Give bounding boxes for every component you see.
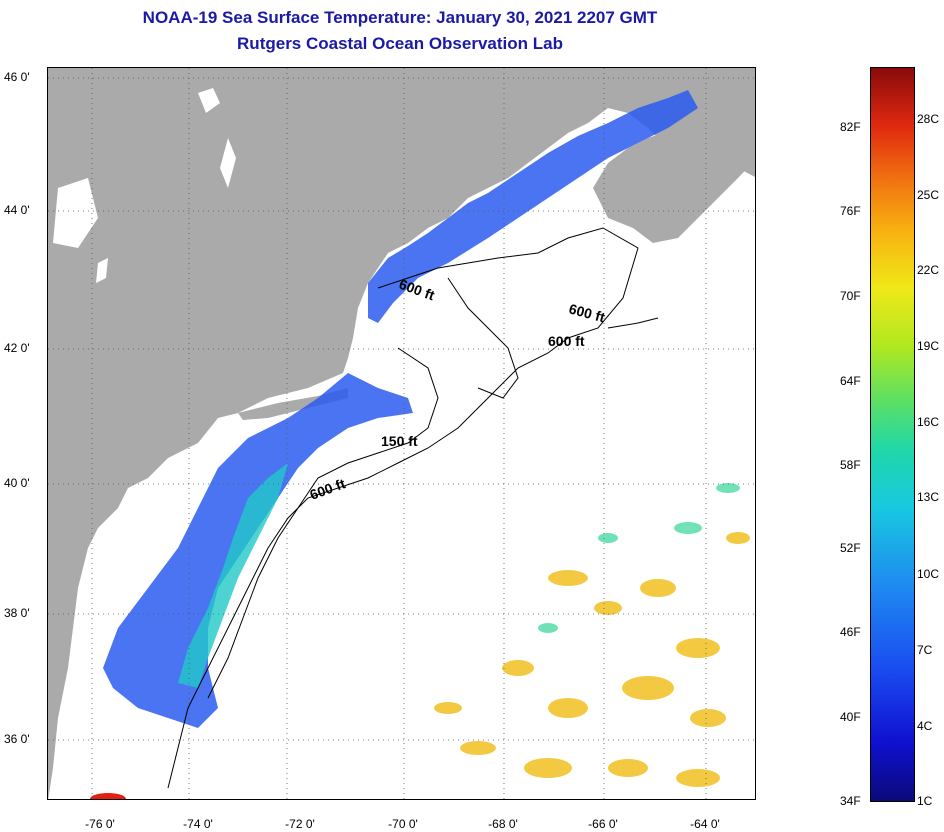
graticule <box>48 68 755 799</box>
colorbar-c-10: 10C <box>917 567 940 581</box>
shelf-water-cold-south <box>103 373 413 728</box>
colorbar-f-76: 76F <box>840 204 861 218</box>
lat-label-46: 46 0' <box>4 70 30 84</box>
colorbar-f-40: 40F <box>840 710 861 724</box>
colorbar-f-82: 82F <box>840 120 861 134</box>
sst-map: 600 ft 600 ft 600 ft 150 ft 600 ft <box>47 67 756 800</box>
colorbar-f-58: 58F <box>840 458 861 472</box>
lon-label-76: -76 0' <box>85 817 115 831</box>
lat-label-44: 44 0' <box>4 203 30 217</box>
colorbar-c-1: 1C <box>917 794 933 808</box>
lon-label-70: -70 0' <box>388 817 418 831</box>
map-title: NOAA-19 Sea Surface Temperature: January… <box>142 8 658 27</box>
colorbar-f-52: 52F <box>840 541 861 555</box>
colorbar-c-16: 16C <box>917 415 940 429</box>
contour-label-600ft-c: 600 ft <box>548 333 585 349</box>
offshore-cool-patches <box>538 483 740 633</box>
nova-scotia <box>593 103 755 243</box>
temperature-colorbar <box>870 67 915 802</box>
colorbar-f-34: 34F <box>840 794 861 808</box>
lon-label-74: -74 0' <box>183 817 213 831</box>
colorbar-f-46: 46F <box>840 625 861 639</box>
map-subtitle: Rutgers Coastal Ocean Observation Lab <box>237 34 563 53</box>
lakes <box>53 88 236 283</box>
contour-label-600ft-d: 600 ft <box>308 475 348 503</box>
colorbar-c-19: 19C <box>917 339 940 353</box>
lon-label-64: -64 0' <box>690 817 720 831</box>
gulf-stream-warm <box>90 793 126 799</box>
lon-label-66: -66 0' <box>588 817 618 831</box>
colorbar-c-28: 28C <box>917 112 940 126</box>
colorbar-f-70: 70F <box>840 289 861 303</box>
colorbar-c-22: 22C <box>917 263 940 277</box>
contour-label-150ft: 150 ft <box>381 433 418 449</box>
colorbar-f-64: 64F <box>840 374 861 388</box>
shelf-water-mid <box>178 463 288 688</box>
contour-label-600ft-a: 600 ft <box>397 276 437 304</box>
lon-label-72: -72 0' <box>285 817 315 831</box>
colorbar-c-4: 4C <box>917 719 933 733</box>
lat-label-42: 42 0' <box>4 341 30 355</box>
bathymetry-contours <box>167 227 659 789</box>
colorbar-c-25: 25C <box>917 188 940 202</box>
shelf-water-cold <box>368 90 698 323</box>
colorbar-c-7: 7C <box>917 643 933 657</box>
offshore-warm-patches <box>434 532 750 787</box>
land-mass <box>48 68 755 799</box>
lon-label-68: -68 0' <box>488 817 518 831</box>
contour-label-600ft-b: 600 ft <box>567 300 607 325</box>
lat-label-40: 40 0' <box>4 476 30 490</box>
colorbar-c-13: 13C <box>917 490 940 504</box>
lat-label-38: 38 0' <box>4 606 30 620</box>
lat-label-36: 36 0' <box>4 732 30 746</box>
